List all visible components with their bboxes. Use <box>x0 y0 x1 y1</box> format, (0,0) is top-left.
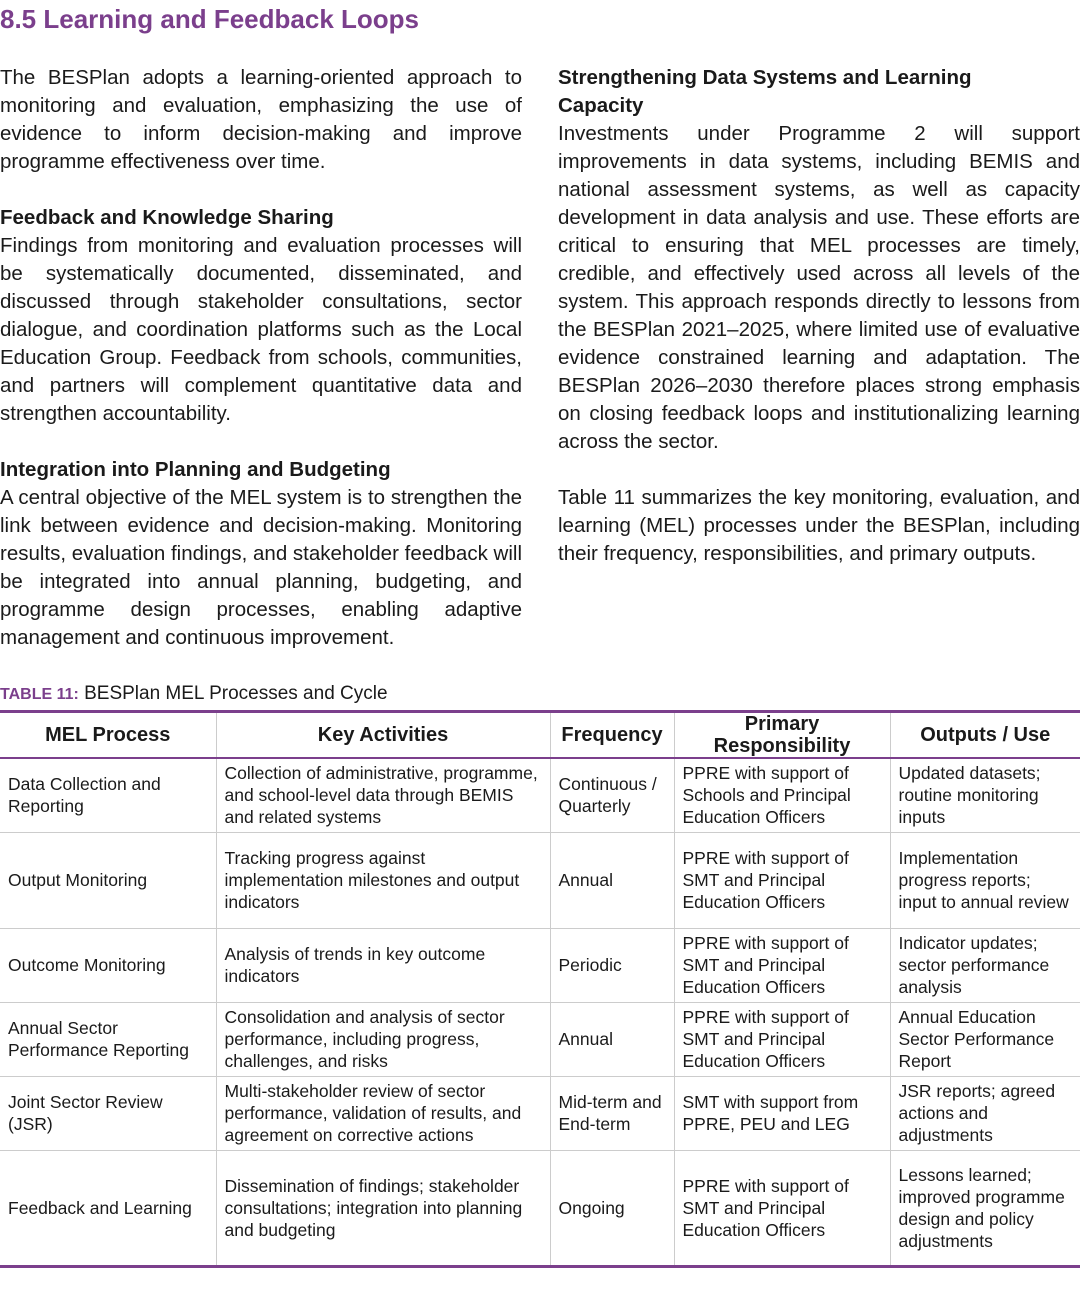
paragraph: The BESPlan adopts a learning-oriented a… <box>0 66 522 173</box>
paragraph: Findings from monitoring and evaluation … <box>0 234 522 425</box>
table-cell: Output Monitoring <box>8 870 148 890</box>
left-column: The BESPlan adopts a learning-oriented a… <box>0 64 522 680</box>
table-row: Output Monitoring Tracking progress again… <box>0 832 1080 928</box>
table-cell: Tracking progress against implementation… <box>215 832 550 928</box>
column-header: Key Activities <box>215 711 550 758</box>
table-cell: Continuous / Quarterly <box>549 758 674 832</box>
table-cell: SMT with support from PPRE, PEU and LEG <box>673 1076 890 1150</box>
paragraph: A central objective of the MEL system is… <box>0 486 522 649</box>
table-title: BESPlan MEL Processes and Cycle <box>84 683 388 704</box>
table-cell: Dissemination of findings; stakeholder c… <box>215 1150 550 1266</box>
table-cell: PPRE with support of SMT and Principal E… <box>673 928 890 1002</box>
table-cell: Joint Sector Review (JSR) <box>8 1092 163 1134</box>
table: MEL Process Key Activities Frequency Primar… <box>0 710 1080 1268</box>
table-cell: Analysis of trends in key outcome indica… <box>215 928 550 1002</box>
table-cell: Outcome Monitoring <box>8 955 166 975</box>
table-cell: Updated datasets; routine monitoring inp… <box>889 758 1080 832</box>
table-cell: Lessons learned; improved programme desi… <box>889 1150 1080 1266</box>
column-header: Outputs / Use <box>889 711 1080 758</box>
table-cell: Periodic <box>549 928 674 1002</box>
table-cell: Mid-term and End-term <box>549 1076 674 1150</box>
subheading: Feedback and Knowledge Sharing <box>0 206 334 229</box>
table-cell: PPRE with support of SMT and Principal E… <box>673 1150 890 1266</box>
table-caption: TABLE 11: BESPlan MEL Processes and Cycl… <box>0 683 388 705</box>
table-cell: Ongoing <box>549 1150 674 1266</box>
table-row: Feedback and Learning Dissemination of fi… <box>0 1150 1080 1266</box>
table-cell: PPRE with support of SMT and Principal E… <box>673 1002 890 1076</box>
table-cell: PPRE with support of Schools and Princip… <box>673 758 890 832</box>
table-body: Data Collection and Reporting Collection … <box>0 758 1080 1266</box>
table-cell: Multi-stakeholder review of sector perfo… <box>215 1076 550 1150</box>
column-header: Frequency <box>549 711 674 758</box>
table-cell: Implementation progress reports; input t… <box>889 832 1080 928</box>
table-label: TABLE 11: <box>0 686 79 703</box>
table-cell: Consolidation and analysis of sector per… <box>215 1002 550 1076</box>
table-cell: Annual Education Sector Performance Repo… <box>889 1002 1080 1076</box>
subheading: Strengthening Data Systems and Learning … <box>558 66 972 117</box>
table-row: Outcome Monitoring Analysis of trends in … <box>0 928 1080 1002</box>
header-row: MEL Process Key Activities Frequency Primar… <box>0 711 1080 758</box>
table-row: Annual Sector Performance Reporting Conso… <box>0 1002 1080 1076</box>
table-cell: PPRE with support of SMT and Principal E… <box>673 832 890 928</box>
subheading: Integration into Planning and Budgeting <box>0 458 391 481</box>
paragraph: Table 11 summarizes the key monitoring, … <box>558 486 1080 565</box>
table-cell: Annual <box>549 832 674 928</box>
column-header: MEL Process <box>45 724 171 746</box>
table-cell: JSR reports; agreed actions and adjustme… <box>889 1076 1080 1150</box>
table-cell: Annual <box>549 1002 674 1076</box>
table-row: Joint Sector Review (JSR) Multi-stakehold… <box>0 1076 1080 1150</box>
section-title: 8.5 Learning and Feedback Loops <box>0 4 419 34</box>
right-column: Strengthening Data Systems and Learning … <box>558 64 1080 596</box>
paragraph: Investments under Programme 2 will suppo… <box>558 122 1080 453</box>
table-cell: Feedback and Learning <box>8 1197 192 1218</box>
table-cell: Data Collection and Reporting <box>8 774 161 817</box>
column-header: Primary Responsibility <box>673 711 890 758</box>
table-cell: Collection of administrative, programme,… <box>215 758 550 832</box>
table-cell: Annual Sector Performance Reporting <box>8 1018 189 1060</box>
table-cell: Indicator updates; sector performance an… <box>889 928 1080 1002</box>
table-row: Data Collection and Reporting Collection … <box>0 758 1080 832</box>
